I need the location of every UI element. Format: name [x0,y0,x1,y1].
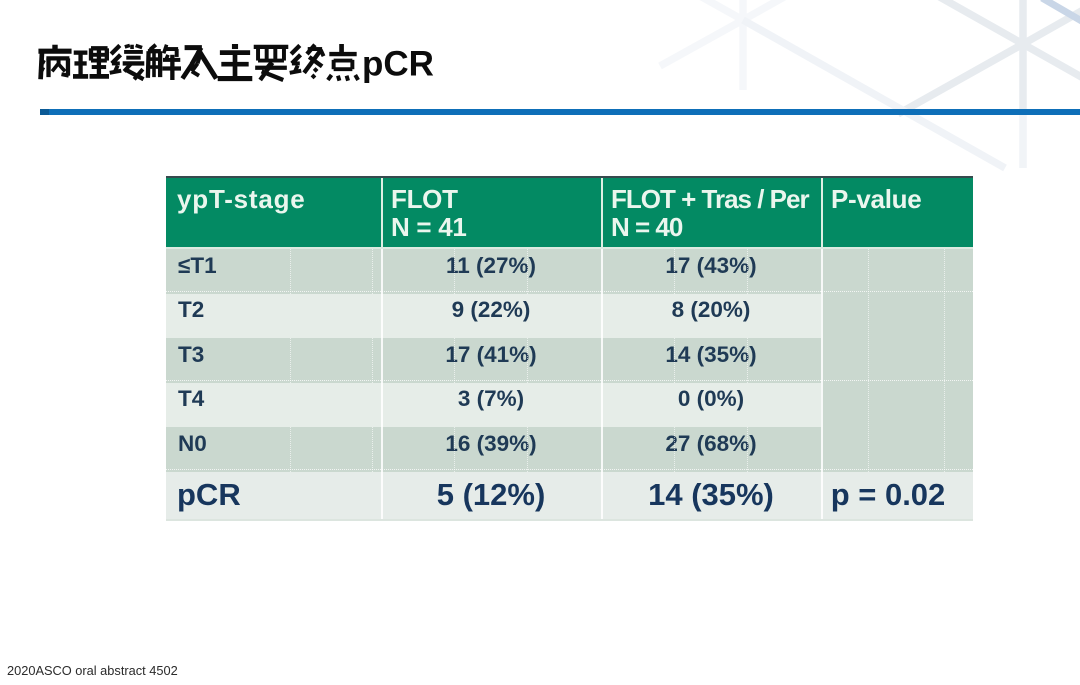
svg-text:pCR: pCR [362,45,434,84]
